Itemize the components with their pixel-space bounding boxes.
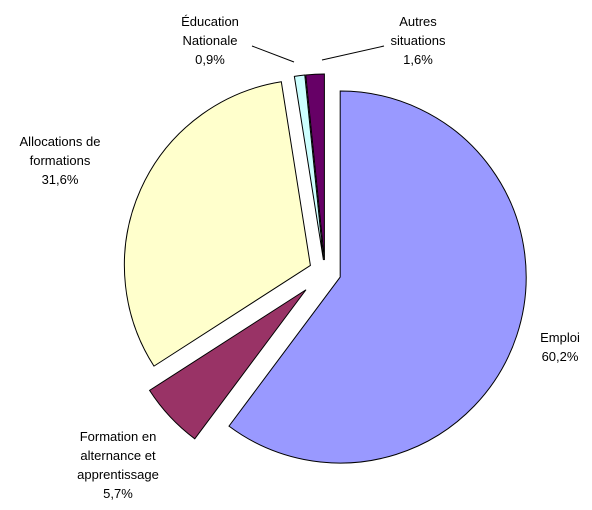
category-label: Formation en alternance et apprentissage [77,429,159,482]
category-label: Emploi [540,330,580,345]
category-label: Allocations de formations [19,134,101,168]
value-label: 31,6% [41,172,79,187]
category-label: Autres situations [390,14,446,48]
leader-line [251,45,295,63]
slice-label: Formation en alternance et apprentissage… [63,427,173,503]
value-label: 60,2% [541,349,579,364]
slice-label: Éducation Nationale 0,9% [165,12,255,69]
pie-slice [305,73,325,261]
category-label: Éducation Nationale [181,14,239,48]
pie-slice [293,74,324,261]
value-label: 5,7% [103,486,133,501]
value-label: 0,9% [195,52,225,67]
slice-label: Autres situations 1,6% [378,12,458,69]
leader-line [321,45,385,61]
slice-label: Emploi 60,2% [525,328,592,366]
value-label: 1,6% [403,52,433,67]
pie-slice [228,90,527,464]
slice-label: Allocations de formations 31,6% [0,132,120,189]
pie-slice [148,289,307,440]
pie-slice [123,81,311,367]
